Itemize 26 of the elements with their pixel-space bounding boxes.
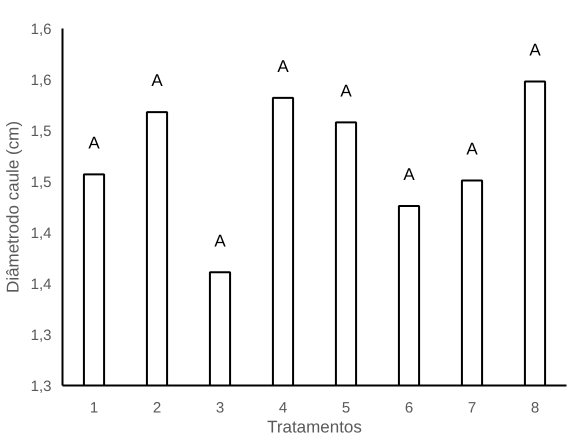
y-axis-title: Diâmetrodo caule (cm) [4,121,23,293]
x-tick-label: 5 [342,400,350,416]
x-tick-label: 4 [278,400,288,416]
y-tick-label: 1,6 [30,72,52,89]
annotation: A [340,81,352,100]
y-tick-label: 1,4 [30,276,52,293]
x-tick-label: 8 [530,400,540,416]
y-tick-label: 1,3 [30,327,52,344]
x-tick-label: 2 [152,400,162,416]
annotation: A [88,133,100,152]
x-tick-label: 3 [216,400,224,416]
x-axis-title: Tratamentos [267,418,362,436]
x-tick-label: 7 [468,400,476,416]
annotation: A [403,164,416,184]
y-tick-label: 1,5 [30,123,52,140]
x-tick-label: 1 [90,400,98,416]
x-tick-label: 6 [404,400,414,416]
y-tick-label: 1,6 [30,21,52,38]
y-tick-label: 1,4 [30,225,52,242]
y-tick-label: 1,5 [30,174,52,191]
annotation: A [151,71,164,90]
annotation: A [466,139,478,158]
annotation: A [529,40,542,60]
annotation: A [277,56,290,76]
annotation: A [214,231,226,250]
y-tick-label: 1,3 [30,378,52,395]
